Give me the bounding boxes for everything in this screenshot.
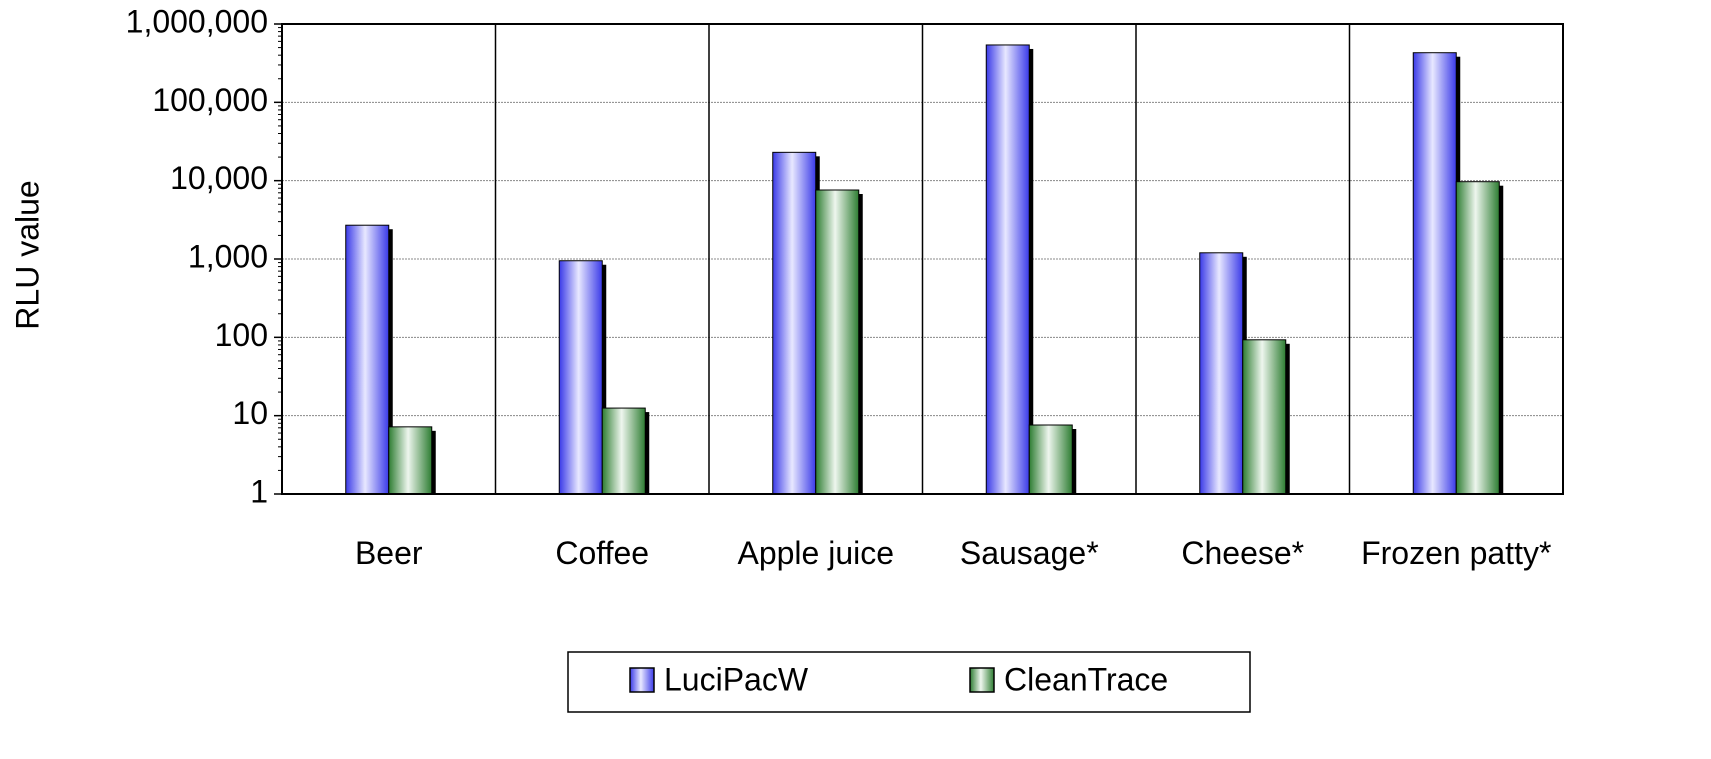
legend-label: LuciPacW: [664, 661, 809, 697]
x-tick-label: Beer: [354, 535, 423, 571]
bar: [1242, 339, 1287, 495]
legend-swatch: [629, 667, 655, 693]
bar: [1028, 424, 1073, 495]
x-tick-label: Apple juice: [737, 535, 895, 571]
bar: [815, 189, 860, 495]
y-tick-label: 10: [232, 395, 268, 431]
y-tick-label: 1,000: [188, 238, 268, 274]
bar: [985, 44, 1030, 495]
y-axis-label: RLU value: [9, 180, 45, 329]
y-tick-label: 100,000: [152, 82, 268, 118]
x-tick-label: Frozen patty*: [1361, 535, 1552, 571]
legend-box: [567, 651, 1251, 713]
bar: [1412, 52, 1457, 495]
x-tick-label: Cheese*: [1181, 535, 1305, 571]
bar: [558, 260, 603, 495]
x-tick-label: Sausage*: [959, 535, 1099, 571]
y-tick-label: 10,000: [170, 160, 268, 196]
bar: [345, 224, 390, 495]
bar: [601, 407, 646, 495]
x-tick-label: Coffee: [555, 535, 650, 571]
y-tick-label: 1,000,000: [126, 3, 268, 39]
bar: [1199, 252, 1244, 495]
y-tick-label: 1: [250, 473, 268, 509]
y-tick-label: 100: [215, 317, 268, 353]
plot-frame: [281, 23, 1564, 495]
legend-swatch: [969, 667, 995, 693]
legend-label: CleanTrace: [1004, 661, 1168, 697]
bar: [388, 426, 433, 495]
bar: [772, 151, 817, 495]
bar: [1455, 181, 1500, 495]
